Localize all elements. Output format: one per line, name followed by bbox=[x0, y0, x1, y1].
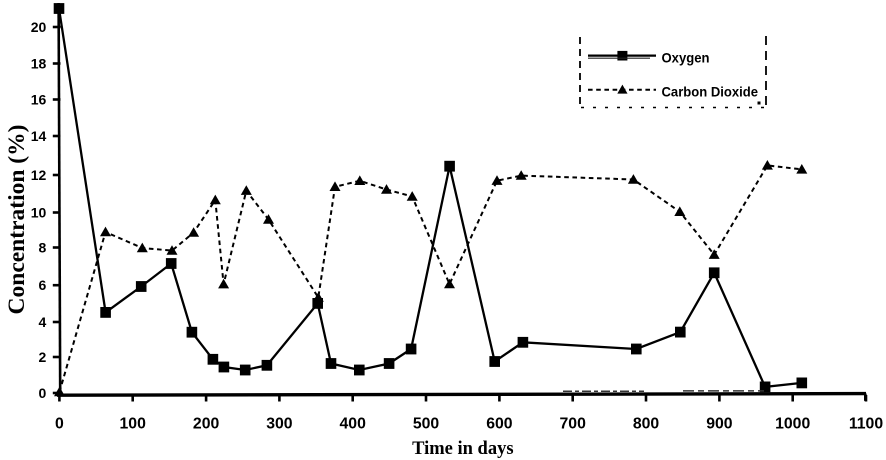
svg-text:0: 0 bbox=[55, 416, 64, 433]
svg-text:14: 14 bbox=[31, 128, 47, 144]
svg-text:4: 4 bbox=[39, 314, 47, 330]
svg-text:400: 400 bbox=[340, 416, 367, 433]
svg-text:8: 8 bbox=[39, 239, 47, 255]
svg-text:900: 900 bbox=[706, 416, 733, 433]
svg-text:12: 12 bbox=[31, 167, 47, 183]
svg-text:16: 16 bbox=[31, 91, 47, 107]
svg-text:1100: 1100 bbox=[849, 416, 883, 433]
svg-text:6: 6 bbox=[39, 277, 47, 293]
svg-text:700: 700 bbox=[560, 416, 587, 433]
svg-text:2: 2 bbox=[39, 349, 47, 365]
svg-text:200: 200 bbox=[193, 416, 220, 433]
svg-text:300: 300 bbox=[266, 416, 293, 433]
svg-text:18: 18 bbox=[31, 55, 47, 71]
svg-text:10: 10 bbox=[31, 204, 47, 220]
svg-text:Carbon Dioxide: Carbon Dioxide bbox=[662, 84, 759, 99]
svg-text:600: 600 bbox=[486, 416, 513, 433]
svg-text:500: 500 bbox=[413, 416, 440, 433]
svg-text:20: 20 bbox=[31, 19, 47, 35]
svg-text:100: 100 bbox=[120, 416, 147, 433]
svg-text:0: 0 bbox=[39, 385, 47, 401]
svg-text:Time in days: Time in days bbox=[412, 439, 513, 459]
svg-text:Oxygen: Oxygen bbox=[662, 50, 710, 65]
svg-text:Concentration (%): Concentration (%) bbox=[4, 125, 30, 315]
svg-text:1000: 1000 bbox=[775, 416, 810, 433]
svg-text:800: 800 bbox=[633, 416, 660, 433]
